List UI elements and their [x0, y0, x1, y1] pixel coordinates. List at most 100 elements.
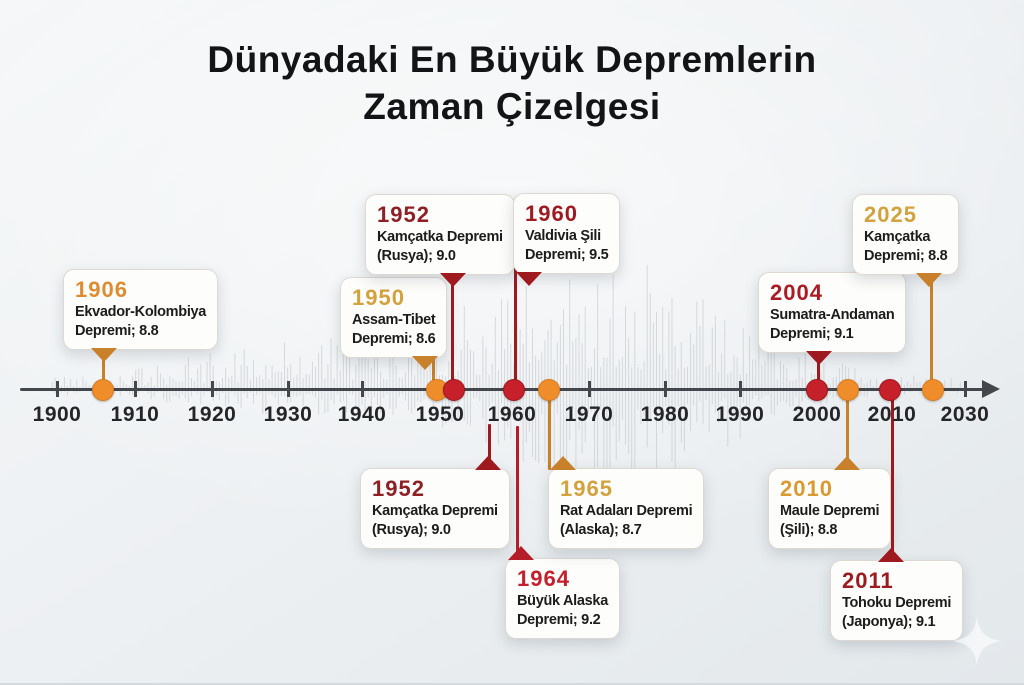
timeline-dot-2025 — [922, 379, 944, 401]
axis-tick-1910 — [134, 381, 137, 397]
event-text: Büyük Alaska — [517, 593, 608, 609]
event-text: (Alaska); 8.7 — [560, 521, 642, 538]
axis-tick-1980 — [664, 381, 667, 397]
event-text: Depremi; 8.8 — [75, 322, 159, 339]
axis-year-label: 1990 — [715, 403, 765, 426]
connector-line-2011 — [890, 392, 894, 562]
event-text: Kamçatka Depremi — [377, 229, 503, 245]
event-year: 1952 — [372, 476, 425, 501]
event-text: Valdivia Şili — [525, 228, 601, 244]
event-year: 2004 — [770, 280, 823, 305]
event-text: (Rusya); 9.0 — [372, 521, 451, 538]
event-text: Depremi; 8.6 — [352, 330, 436, 347]
event-card-2025-above: 2025 Kamçatka Depremi; 8.8 — [852, 194, 960, 287]
timeline-dot-1952 — [443, 379, 465, 401]
card-pointer-icon — [412, 356, 438, 370]
card-pointer-icon — [508, 546, 534, 560]
event-card-2011-below: 2011 Tohoku Depremi (Japonya); 9.1 — [830, 548, 964, 641]
event-card-1906-above: 1906 Ekvador-Kolombiya Depremi; 8.8 — [63, 269, 219, 362]
timeline-dot-2004 — [806, 379, 828, 401]
axis-year-label: 1970 — [564, 403, 614, 426]
page-title: Dünyadaki En Büyük Depremlerin Zaman Çiz… — [0, 36, 1024, 130]
title-line-1: Dünyadaki En Büyük Depremlerin — [207, 39, 817, 80]
axis-tick-1900 — [56, 381, 59, 397]
event-text: Depremi; 9.2 — [517, 611, 601, 628]
card-pointer-icon — [475, 456, 501, 470]
connector-line-1964 — [515, 426, 519, 560]
connector-line-1952 — [450, 258, 454, 389]
event-year: 1960 — [525, 201, 578, 226]
axis-year-label: 2030 — [940, 403, 990, 426]
axis-year-label: 2010 — [867, 403, 917, 426]
event-year: 1906 — [75, 277, 128, 302]
card-pointer-icon — [550, 456, 576, 470]
axis-year-label: 1920 — [187, 403, 237, 426]
axis-tick-1970 — [588, 381, 591, 397]
card-pointer-icon — [91, 348, 117, 362]
event-text: Kamçatka Depremi — [372, 503, 498, 519]
axis-tick-2030 — [964, 381, 967, 397]
event-text: Assam-Tibet — [352, 312, 436, 328]
event-card-1965-below: 1965 Rat Adaları Depremi (Alaska); 8.7 — [548, 456, 705, 549]
axis-tick-1990 — [739, 381, 742, 397]
event-text: Rat Adaları Depremi — [560, 503, 693, 519]
event-card-1950-above: 1950 Assam-Tibet Depremi; 8.6 — [340, 277, 448, 370]
axis-tick-1920 — [211, 381, 214, 397]
title-line-2: Zaman Çizelgesi — [363, 86, 661, 127]
timeline-dot-1965 — [538, 379, 560, 401]
axis-year-label: 1960 — [487, 403, 537, 426]
timeline-axis — [20, 388, 985, 391]
timeline-dot-2010 — [837, 379, 859, 401]
card-pointer-icon — [516, 272, 542, 286]
timeline-dot-1906 — [92, 379, 114, 401]
event-card-1960-above: 1960 Valdivia Şili Depremi; 9.5 — [513, 193, 621, 286]
card-pointer-icon — [806, 351, 832, 365]
timeline-dot-1960 — [503, 379, 525, 401]
axis-year-label: 1980 — [640, 403, 690, 426]
event-text: Depremi; 8.8 — [864, 247, 948, 264]
event-card-1952-below: 1952 Kamçatka Depremi (Rusya); 9.0 — [360, 456, 510, 549]
event-text: Tohoku Depremi — [842, 595, 952, 611]
axis-year-label: 2000 — [792, 403, 842, 426]
event-year: 2025 — [864, 202, 917, 227]
axis-tick-1930 — [287, 381, 290, 397]
event-year: 2011 — [842, 568, 894, 593]
connector-line-1952 — [487, 424, 491, 470]
event-text: (Japonya); 9.1 — [842, 613, 936, 630]
connector-line-1906 — [101, 336, 105, 389]
sparkle-icon — [953, 617, 1001, 665]
event-text: Depremi; 9.1 — [770, 325, 854, 342]
axis-tick-1940 — [361, 381, 364, 397]
event-year: 1950 — [352, 285, 405, 310]
axis-year-label: 1910 — [110, 403, 160, 426]
event-text: Ekvador-Kolombiya — [75, 304, 207, 320]
connector-line-1965 — [547, 392, 551, 470]
event-text: Kamçatka — [864, 229, 931, 245]
event-text: Sumatra-Andaman — [770, 307, 895, 323]
card-pointer-icon — [916, 273, 942, 287]
connector-line-2025 — [929, 258, 933, 389]
axis-year-label: 1930 — [263, 403, 313, 426]
axis-year-label: 1940 — [337, 403, 387, 426]
card-pointer-icon — [440, 273, 466, 287]
event-text: Maule Depremi — [780, 503, 880, 519]
axis-year-label: 1950 — [415, 403, 465, 426]
event-year: 2010 — [780, 476, 833, 501]
event-text: Depremi; 9.5 — [525, 246, 609, 263]
event-text: (Rusya); 9.0 — [377, 247, 456, 264]
card-pointer-icon — [834, 456, 860, 470]
card-pointer-icon — [878, 548, 904, 562]
timeline-dot-2011 — [879, 379, 901, 401]
connector-line-2010 — [845, 392, 849, 470]
axis-arrow-icon — [982, 380, 1000, 398]
event-card-2004-above: 2004 Sumatra-Andaman Depremi; 9.1 — [758, 272, 907, 365]
connector-line-1960 — [513, 256, 517, 389]
event-card-2010-below: 2010 Maule Depremi (Şili); 8.8 — [768, 456, 892, 549]
axis-year-label: 1900 — [32, 403, 82, 426]
event-year: 1964 — [517, 566, 570, 591]
event-card-1964-below: 1964 Büyük Alaska Depremi; 9.2 — [505, 546, 620, 639]
event-year: 1965 — [560, 476, 613, 501]
event-year: 1952 — [377, 202, 430, 227]
event-card-1952-above: 1952 Kamçatka Depremi (Rusya); 9.0 — [365, 194, 515, 287]
